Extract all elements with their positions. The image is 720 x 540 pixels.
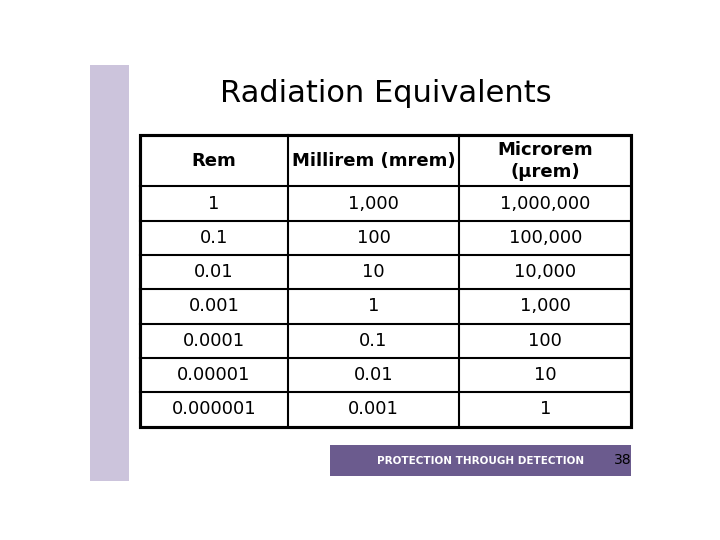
Text: 10: 10 xyxy=(534,366,557,384)
Text: PROTECTION THROUGH DETECTION: PROTECTION THROUGH DETECTION xyxy=(377,456,584,465)
Text: 1: 1 xyxy=(368,298,379,315)
Text: 0.01: 0.01 xyxy=(354,366,393,384)
Text: Radiation Equivalents: Radiation Equivalents xyxy=(220,79,552,109)
Text: 0.001: 0.001 xyxy=(189,298,239,315)
Text: 0.1: 0.1 xyxy=(199,229,228,247)
Text: 0.000001: 0.000001 xyxy=(171,400,256,418)
Text: 0.1: 0.1 xyxy=(359,332,387,350)
Text: Millirem (mrem): Millirem (mrem) xyxy=(292,152,455,170)
Text: 10: 10 xyxy=(362,263,384,281)
Text: 0.00001: 0.00001 xyxy=(177,366,251,384)
Text: 1,000: 1,000 xyxy=(520,298,571,315)
Text: 1,000: 1,000 xyxy=(348,194,399,213)
Text: 1: 1 xyxy=(540,400,551,418)
Bar xyxy=(330,446,631,476)
Text: 38: 38 xyxy=(613,453,631,467)
Text: Microrem
(μrem): Microrem (μrem) xyxy=(498,141,593,181)
Text: 0.001: 0.001 xyxy=(348,400,399,418)
Text: 100: 100 xyxy=(528,332,562,350)
Text: 100,000: 100,000 xyxy=(508,229,582,247)
Text: 1,000,000: 1,000,000 xyxy=(500,194,590,213)
Text: Rem: Rem xyxy=(192,152,236,170)
Text: 0.0001: 0.0001 xyxy=(183,332,245,350)
Text: 10,000: 10,000 xyxy=(514,263,577,281)
Text: 100: 100 xyxy=(356,229,390,247)
Text: 1: 1 xyxy=(208,194,220,213)
Text: 0.01: 0.01 xyxy=(194,263,234,281)
Bar xyxy=(90,65,129,481)
